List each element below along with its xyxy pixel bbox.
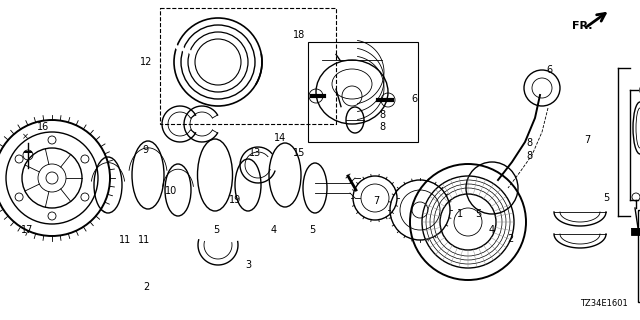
Text: ×: × <box>22 132 29 141</box>
Text: 11: 11 <box>118 235 131 245</box>
Text: 4: 4 <box>488 225 495 235</box>
Text: 8: 8 <box>527 138 533 148</box>
Text: 6: 6 <box>546 65 552 75</box>
Text: 3: 3 <box>245 260 252 270</box>
Text: 5: 5 <box>604 193 610 203</box>
Text: 19: 19 <box>229 195 242 205</box>
Text: 6: 6 <box>412 93 418 104</box>
Text: 2: 2 <box>508 234 514 244</box>
Text: 2: 2 <box>143 282 149 292</box>
Text: 10: 10 <box>165 186 178 196</box>
Text: 14: 14 <box>274 132 287 143</box>
Text: 11: 11 <box>138 235 150 245</box>
Text: FR.: FR. <box>572 21 593 31</box>
Text: 12: 12 <box>140 57 152 68</box>
Bar <box>631 228 640 235</box>
Text: 4: 4 <box>271 225 277 236</box>
Text: 13: 13 <box>248 148 261 158</box>
Text: 17: 17 <box>21 225 34 235</box>
Text: 18: 18 <box>293 29 306 40</box>
Text: 7: 7 <box>373 196 380 206</box>
Text: 5: 5 <box>213 225 220 236</box>
Text: 7: 7 <box>584 135 591 145</box>
Bar <box>308 42 418 142</box>
Text: TZ34E1601: TZ34E1601 <box>580 299 628 308</box>
Text: 5: 5 <box>476 209 482 219</box>
Text: 16: 16 <box>37 122 50 132</box>
Text: 8: 8 <box>527 151 533 161</box>
Bar <box>160 8 336 124</box>
Text: 15: 15 <box>293 148 306 158</box>
Text: 9: 9 <box>143 145 149 155</box>
Text: 8: 8 <box>380 122 386 132</box>
Bar <box>638 210 640 302</box>
Text: 5: 5 <box>309 225 316 236</box>
Text: 8: 8 <box>380 109 386 120</box>
Text: 1: 1 <box>456 209 463 219</box>
